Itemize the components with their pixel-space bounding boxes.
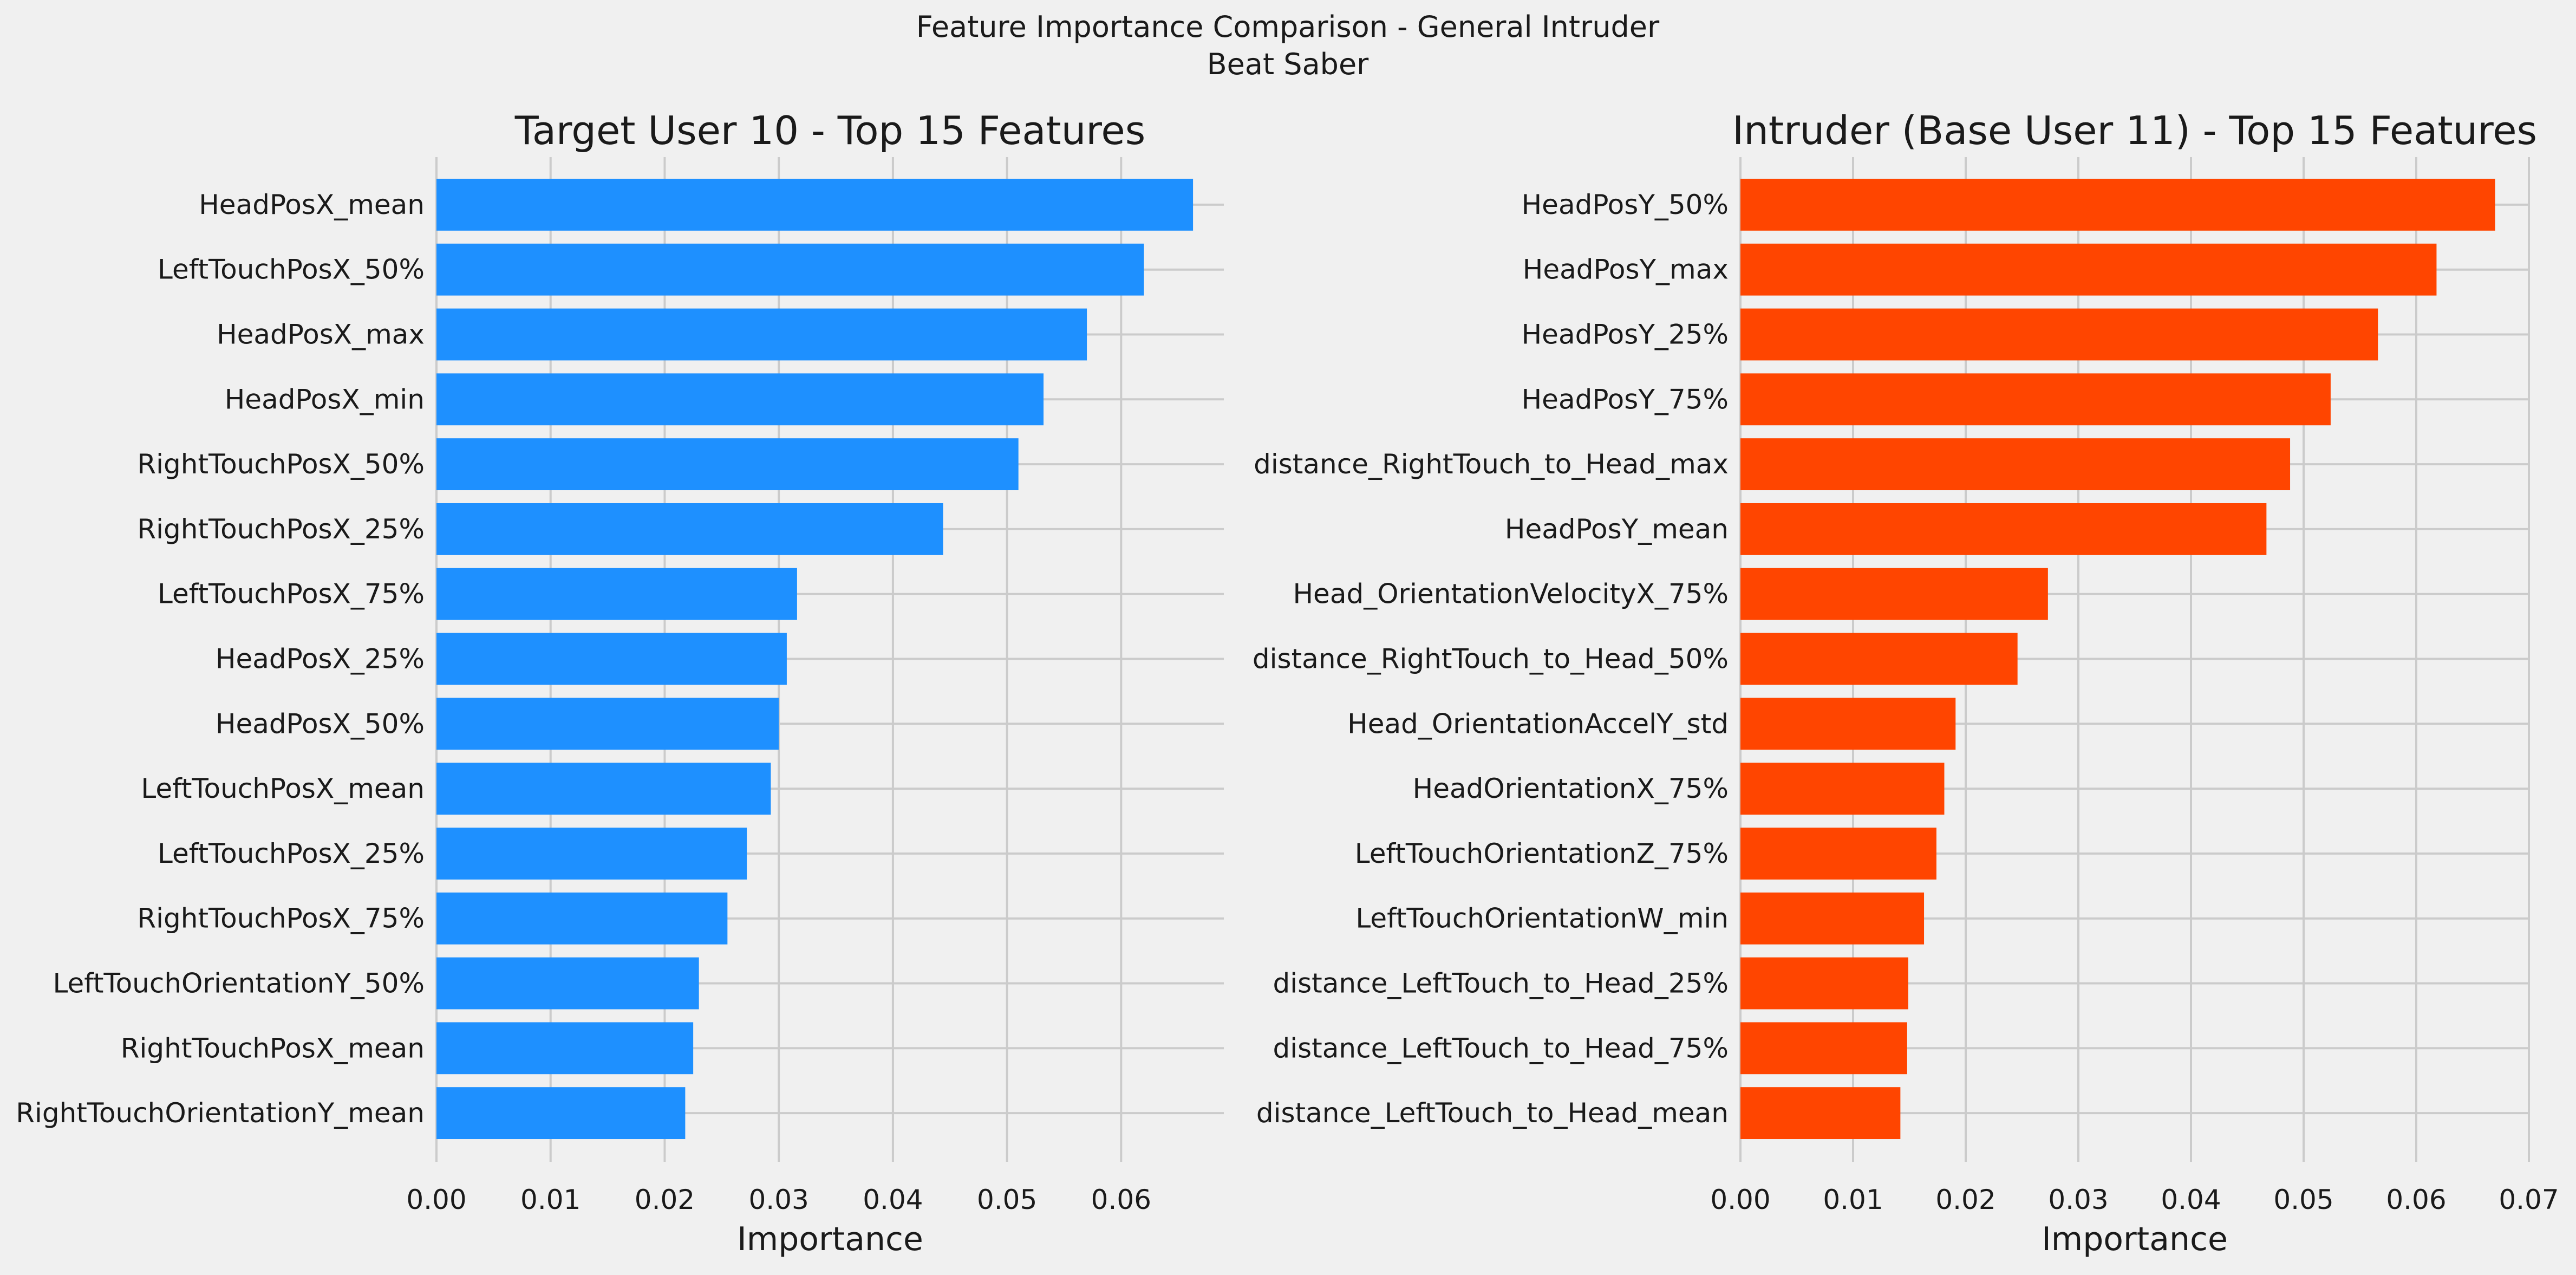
target-bar (436, 568, 797, 620)
target-user-panel: Target User 10 - Top 15 Features 0.00 0.01… (16, 108, 1224, 1258)
target-category-label: HeadPosX_mean (199, 189, 425, 220)
target-category-label: HeadPosX_min (225, 383, 425, 415)
target-bar (436, 633, 787, 685)
intruder-bar (1740, 308, 2378, 361)
target-category-label: RightTouchPosX_25% (137, 513, 425, 545)
intruder-category-label: distance_RightTouch_to_Head_50% (1253, 643, 1729, 675)
target-category-label: RightTouchPosX_75% (137, 903, 425, 934)
target-bar (436, 373, 1044, 426)
intruder-category-label: Head_OrientationAccelY_std (1347, 708, 1729, 739)
target-category-label: LeftTouchOrientationY_50% (53, 968, 425, 999)
intruder-panel: Intruder (Base User 11) - Top 15 Feature… (1253, 108, 2559, 1258)
figure-subtitle: Beat Saber (1207, 47, 1369, 81)
target-bar (436, 957, 699, 1010)
target-x-tick-label: 0.00 (406, 1184, 466, 1215)
target-x-tick-label: 0.04 (863, 1184, 923, 1215)
intruder-category-label: Head_OrientationVelocityX_75% (1293, 578, 1729, 610)
intruder-category-label: distance_LeftTouch_to_Head_75% (1273, 1032, 1729, 1064)
intruder-bar (1740, 827, 1936, 880)
intruder-x-tick-label: 0.01 (1823, 1184, 1883, 1215)
intruder-category-label: HeadPosY_mean (1505, 513, 1729, 545)
intruder-bar (1740, 1022, 1907, 1075)
intruder-bar (1740, 178, 2495, 231)
target-x-tick-label: 0.05 (977, 1184, 1037, 1215)
intruder-bar (1740, 243, 2437, 296)
intruder-x-tick-label: 0.02 (1935, 1184, 1995, 1215)
target-x-tick-label: 0.02 (635, 1184, 695, 1215)
target-category-label: RightTouchPosX_mean (121, 1032, 425, 1064)
intruder-x-tick-label: 0.07 (2499, 1184, 2559, 1215)
intruder-bar (1740, 957, 1908, 1010)
target-category-label: HeadPosX_max (217, 319, 425, 350)
target-category-label: LeftTouchPosX_50% (158, 254, 425, 285)
intruder-bar (1740, 1087, 1901, 1140)
intruder-x-tick-label: 0.00 (1710, 1184, 1770, 1215)
intruder-bar (1740, 698, 1956, 750)
target-bar (436, 1087, 686, 1140)
intruder-category-label: HeadPosY_25% (1522, 319, 1729, 350)
target-category-label: LeftTouchPosX_mean (141, 773, 425, 804)
target-bar (436, 698, 779, 750)
target-x-axis-label: Importance (737, 1220, 923, 1258)
intruder-bar (1740, 373, 2331, 426)
intruder-bar (1740, 503, 2267, 555)
intruder-x-tick-label: 0.03 (2048, 1184, 2108, 1215)
target-bar (436, 503, 943, 555)
intruder-category-label: HeadOrientationX_75% (1413, 773, 1729, 804)
intruder-category-label: HeadPosY_75% (1522, 383, 1729, 415)
target-bar (436, 243, 1144, 296)
intruder-bar (1740, 438, 2291, 491)
intruder-x-axis-label: Importance (2042, 1220, 2228, 1258)
intruder-category-label: distance_LeftTouch_to_Head_mean (1256, 1097, 1729, 1129)
target-bar (436, 827, 747, 880)
intruder-x-tick-label: 0.05 (2273, 1184, 2333, 1215)
intruder-bar (1740, 633, 2018, 685)
intruder-bar (1740, 892, 1925, 945)
intruder-bar (1740, 763, 1945, 815)
target-x-tick-label: 0.01 (520, 1184, 581, 1215)
target-x-tick-label: 0.06 (1091, 1184, 1151, 1215)
intruder-category-label: HeadPosY_50% (1522, 189, 1729, 220)
intruder-x-tick-label: 0.04 (2161, 1184, 2221, 1215)
intruder-category-label: distance_RightTouch_to_Head_max (1254, 448, 1729, 480)
intruder-x-tick-label: 0.06 (2386, 1184, 2446, 1215)
intruder-category-label: LeftTouchOrientationW_min (1355, 903, 1729, 934)
target-bar (436, 892, 728, 945)
intruder-bar (1740, 568, 2048, 620)
target-category-label: RightTouchOrientationY_mean (16, 1097, 425, 1129)
intruder-category-label: LeftTouchOrientationZ_75% (1355, 838, 1729, 869)
target-category-label: HeadPosX_50% (216, 708, 425, 739)
intruder-panel-title: Intruder (Base User 11) - Top 15 Feature… (1732, 108, 2537, 153)
intruder-category-label: distance_LeftTouch_to_Head_25% (1273, 968, 1729, 999)
target-category-label: LeftTouchPosX_25% (158, 838, 425, 869)
target-x-tick-label: 0.03 (749, 1184, 809, 1215)
intruder-category-label: HeadPosY_max (1523, 254, 1729, 285)
target-category-label: HeadPosX_25% (216, 643, 425, 675)
target-panel-title: Target User 10 - Top 15 Features (514, 108, 1145, 153)
target-bar (436, 308, 1087, 361)
target-bar (436, 438, 1019, 491)
figure-title: Feature Importance Comparison - General … (916, 10, 1660, 44)
target-category-label: RightTouchPosX_50% (137, 448, 425, 480)
target-bar (436, 763, 771, 815)
target-bar (436, 1022, 694, 1075)
target-category-label: LeftTouchPosX_75% (158, 578, 425, 610)
target-bar (436, 178, 1194, 231)
